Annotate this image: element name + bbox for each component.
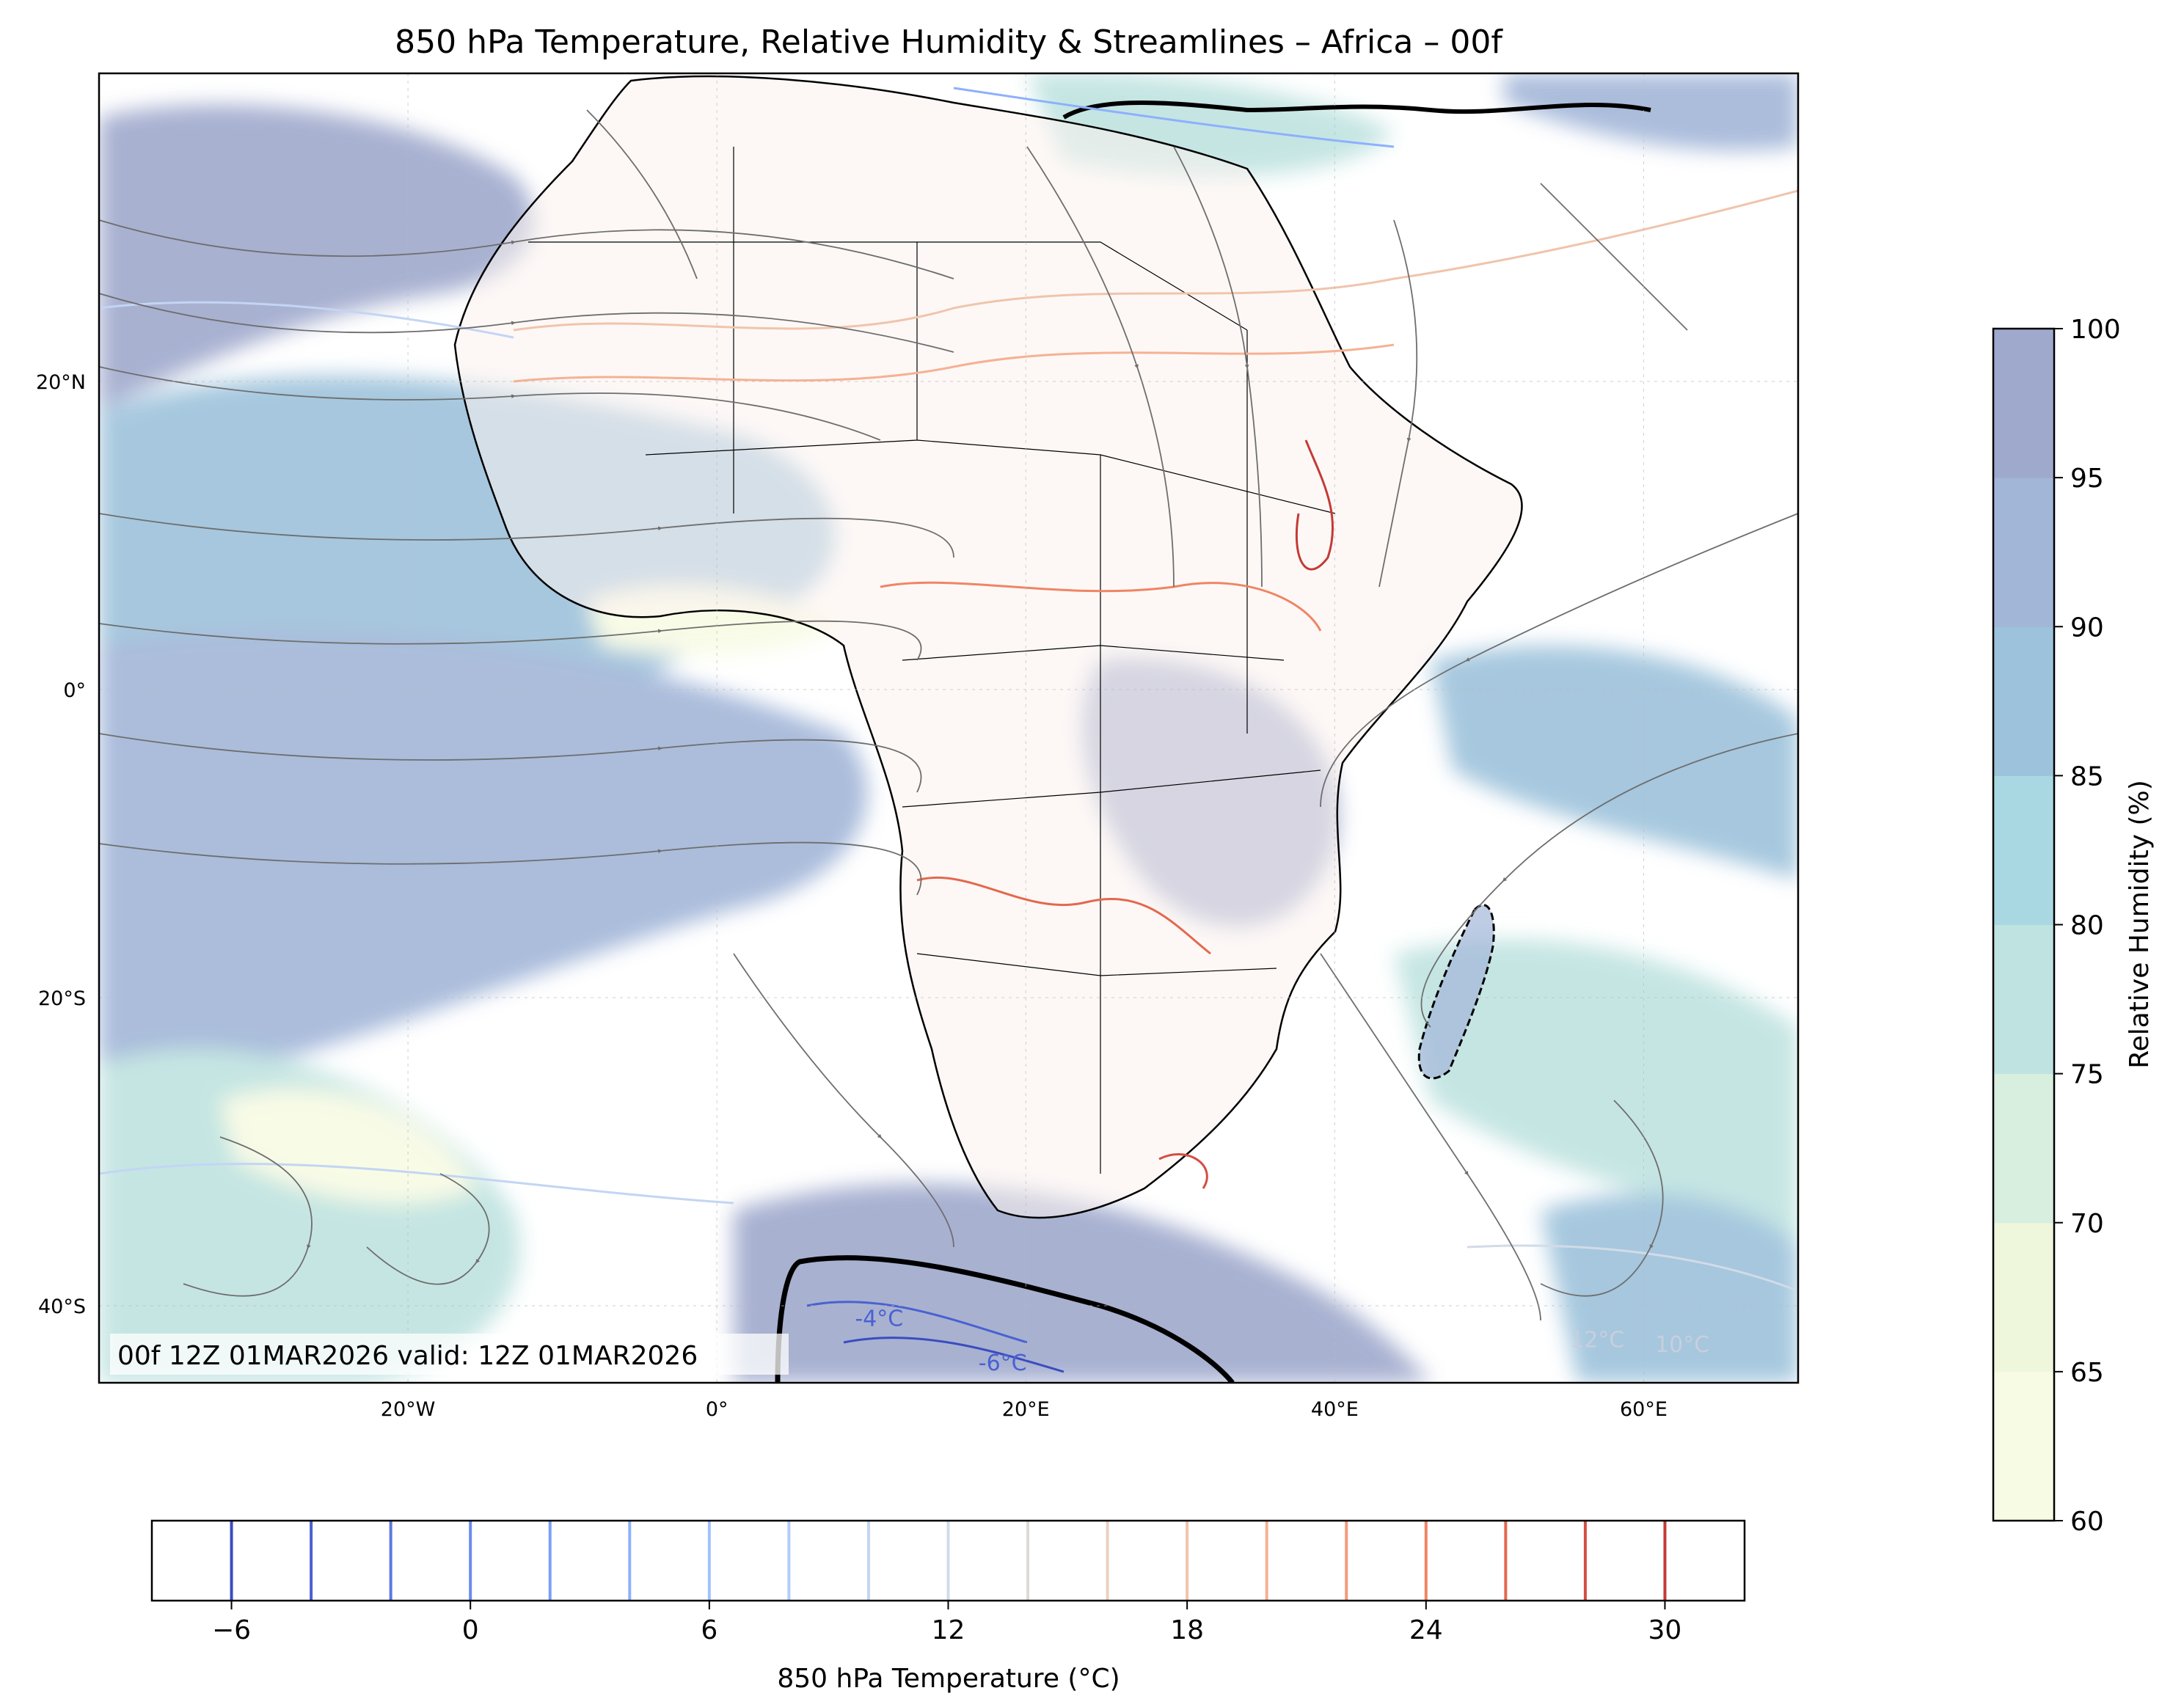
rh-colorbar: 60 65 70 75 80 85 90 95 100: [1992, 315, 2121, 1537]
rh-colorbar-tick-label: 65: [2070, 1358, 2104, 1388]
map-frame: [98, 72, 1800, 1384]
rh-colorbar-tick-label: 70: [2070, 1209, 2104, 1239]
rh-colorbar-band: [1993, 626, 2054, 776]
x-tick-label: 0°: [706, 1398, 728, 1421]
rh-colorbar-band: [1993, 329, 2054, 478]
rh-colorbar-tick-label: 60: [2070, 1507, 2104, 1537]
rh-colorbar-band: [1993, 1222, 2054, 1372]
temp-colorbar-tick-label: −6: [212, 1615, 251, 1645]
rh-colorbar-tick-label: 75: [2070, 1060, 2104, 1090]
temp-colorbar-tick-label: 30: [1648, 1615, 1682, 1645]
rh-colorbar-band: [1993, 478, 2054, 627]
temperature-contours: [99, 87, 1798, 1373]
x-tick-label: 60°E: [1620, 1398, 1668, 1421]
contour-label: -6°C: [979, 1350, 1027, 1376]
x-tick-label: 20°W: [381, 1398, 436, 1421]
temp-colorbar-tick-label: 24: [1409, 1615, 1443, 1645]
temp-colorbar: −6 0 6 12 18 24 30: [150, 1519, 1746, 1645]
temp-colorbar-tick-label: 0: [462, 1615, 479, 1645]
valid-time-text: 00f 12Z 01MAR2026 valid: 12Z 01MAR2026: [117, 1341, 698, 1371]
chart-title: 850 hPa Temperature, Relative Humidity &…: [395, 23, 1503, 61]
x-tick-label: 20°E: [1002, 1398, 1050, 1421]
temp-colorbar-label: 850 hPa Temperature (°C): [777, 1664, 1120, 1694]
rh-colorbar-tick-label: 80: [2070, 911, 2104, 941]
rh-colorbar-label: Relative Humidity (%): [2125, 780, 2155, 1069]
temp-colorbar-tick-label: 12: [932, 1615, 965, 1645]
y-tick-label: 0°: [63, 679, 86, 702]
country-borders: [528, 147, 1336, 1174]
x-axis-ticks: 20°W 0° 20°E 40°E 60°E: [381, 1398, 1668, 1421]
contour-labels: -4°C -6°C 12°C 10°C: [855, 1306, 1709, 1376]
streamlines: [99, 109, 1798, 1321]
rh-colorbar-band: [1993, 1371, 2054, 1521]
y-tick-label: 40°S: [38, 1295, 86, 1318]
rh-colorbar-tick-label: 100: [2070, 315, 2121, 345]
gridlines: [99, 73, 1798, 1383]
contour-label: 10°C: [1655, 1332, 1709, 1358]
map-panel: -4°C -6°C 12°C 10°C 20°W 0° 20°E 40°E 60°E 20°N…: [36, 72, 1800, 1421]
temp-colorbar-tick-label: 6: [701, 1615, 717, 1645]
rh-colorbar-band: [1993, 1073, 2054, 1224]
rh-colorbar-band: [1993, 775, 2054, 925]
y-tick-label: 20°S: [38, 987, 86, 1010]
madagascar-landmass: [1417, 904, 1495, 1080]
x-tick-label: 40°E: [1311, 1398, 1359, 1421]
southern-coast: [775, 1255, 1235, 1383]
contour-label: 12°C: [1570, 1328, 1624, 1353]
valid-time-box: [110, 1334, 789, 1375]
rh-colorbar-tick-label: 90: [2070, 613, 2104, 643]
africa-landmass: [453, 75, 1523, 1219]
rh-colorbar-band: [1993, 924, 2054, 1075]
rh-colorbar-tick-label: 85: [2070, 761, 2104, 792]
contour-label: -4°C: [855, 1306, 903, 1331]
y-axis-ticks: 20°N 0° 20°S 40°S: [36, 371, 86, 1318]
mediterranean-coast: [1062, 100, 1651, 120]
temp-colorbar-tick-label: 18: [1170, 1615, 1204, 1645]
y-tick-label: 20°N: [36, 371, 86, 394]
rh-colorbar-tick-label: 95: [2070, 464, 2104, 494]
